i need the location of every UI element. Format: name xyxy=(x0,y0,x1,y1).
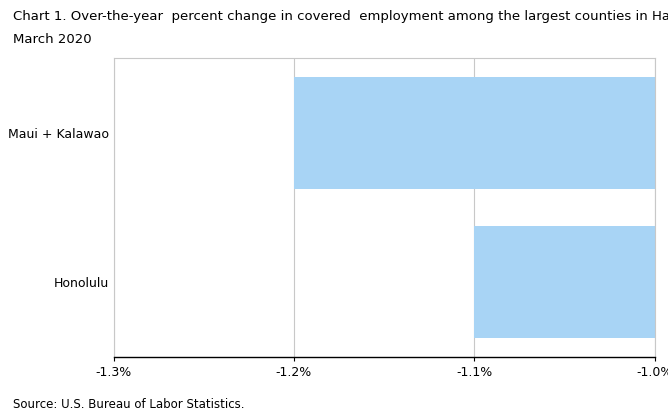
Text: Chart 1. Over-the-year  percent change in covered  employment among the largest : Chart 1. Over-the-year percent change in… xyxy=(13,10,668,23)
Bar xyxy=(474,226,655,338)
Text: March 2020: March 2020 xyxy=(13,33,92,46)
Bar xyxy=(294,77,655,189)
Text: Source: U.S. Bureau of Labor Statistics.: Source: U.S. Bureau of Labor Statistics. xyxy=(13,398,245,411)
